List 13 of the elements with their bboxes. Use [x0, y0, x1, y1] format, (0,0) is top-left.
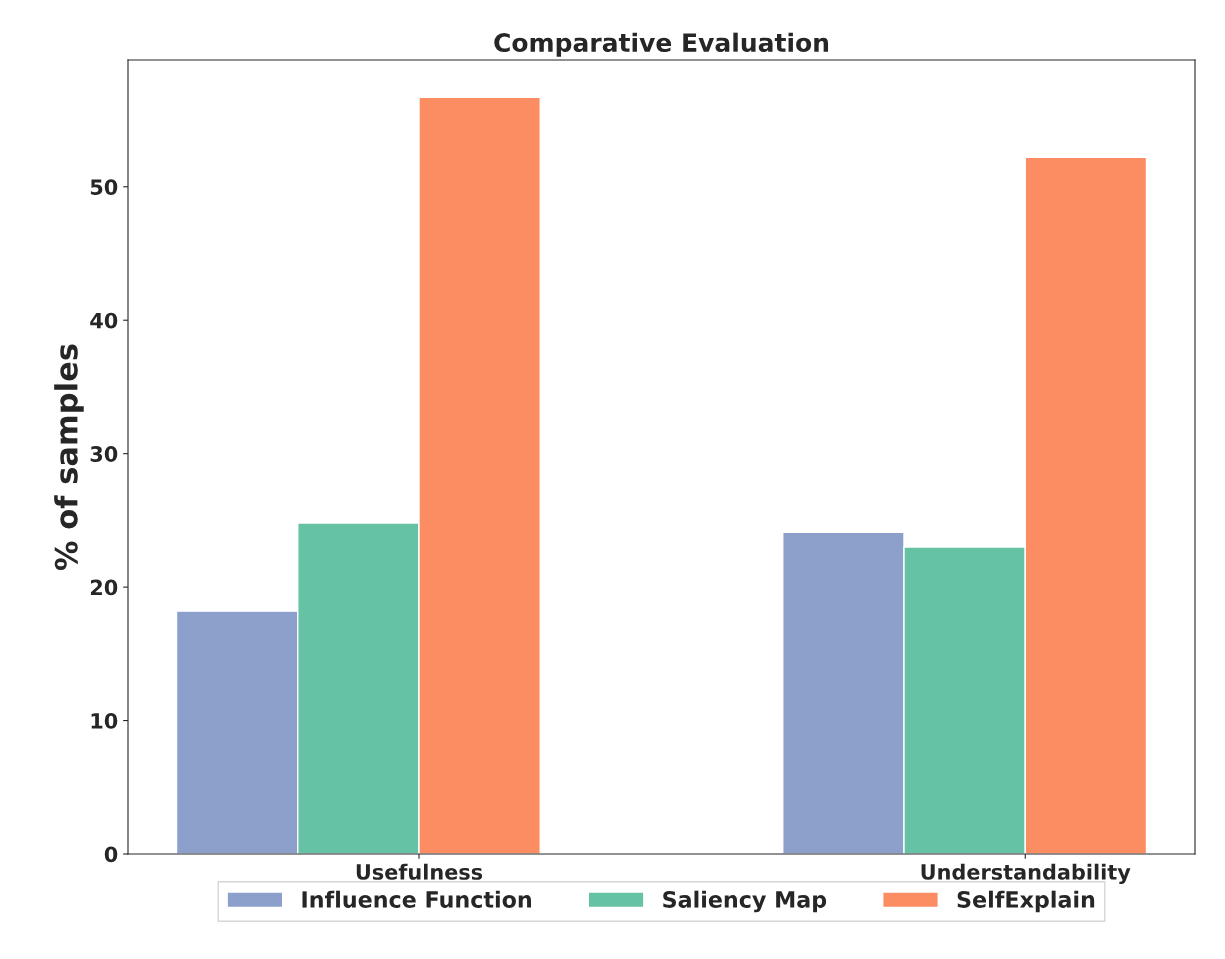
y-tick-label: 40 — [90, 312, 118, 329]
y-tick-label: 30 — [90, 446, 118, 462]
legend-label: Influence Function — [302, 890, 531, 908]
legend-label: SelfExplain — [957, 890, 1095, 913]
x-tick-label: Understandability — [921, 863, 1131, 885]
y-tick-label: 50 — [90, 179, 118, 195]
legend-label: Saliency Map — [663, 890, 827, 913]
y-tick-label: 0 — [104, 846, 118, 863]
x-tick-label: Usefulness — [356, 863, 483, 880]
y-tick-label: 10 — [91, 713, 118, 729]
chart-title: Comparative Evaluation — [494, 32, 829, 57]
y-axis-title: % of samples — [54, 344, 84, 571]
y-tick-label: 20 — [90, 579, 118, 596]
